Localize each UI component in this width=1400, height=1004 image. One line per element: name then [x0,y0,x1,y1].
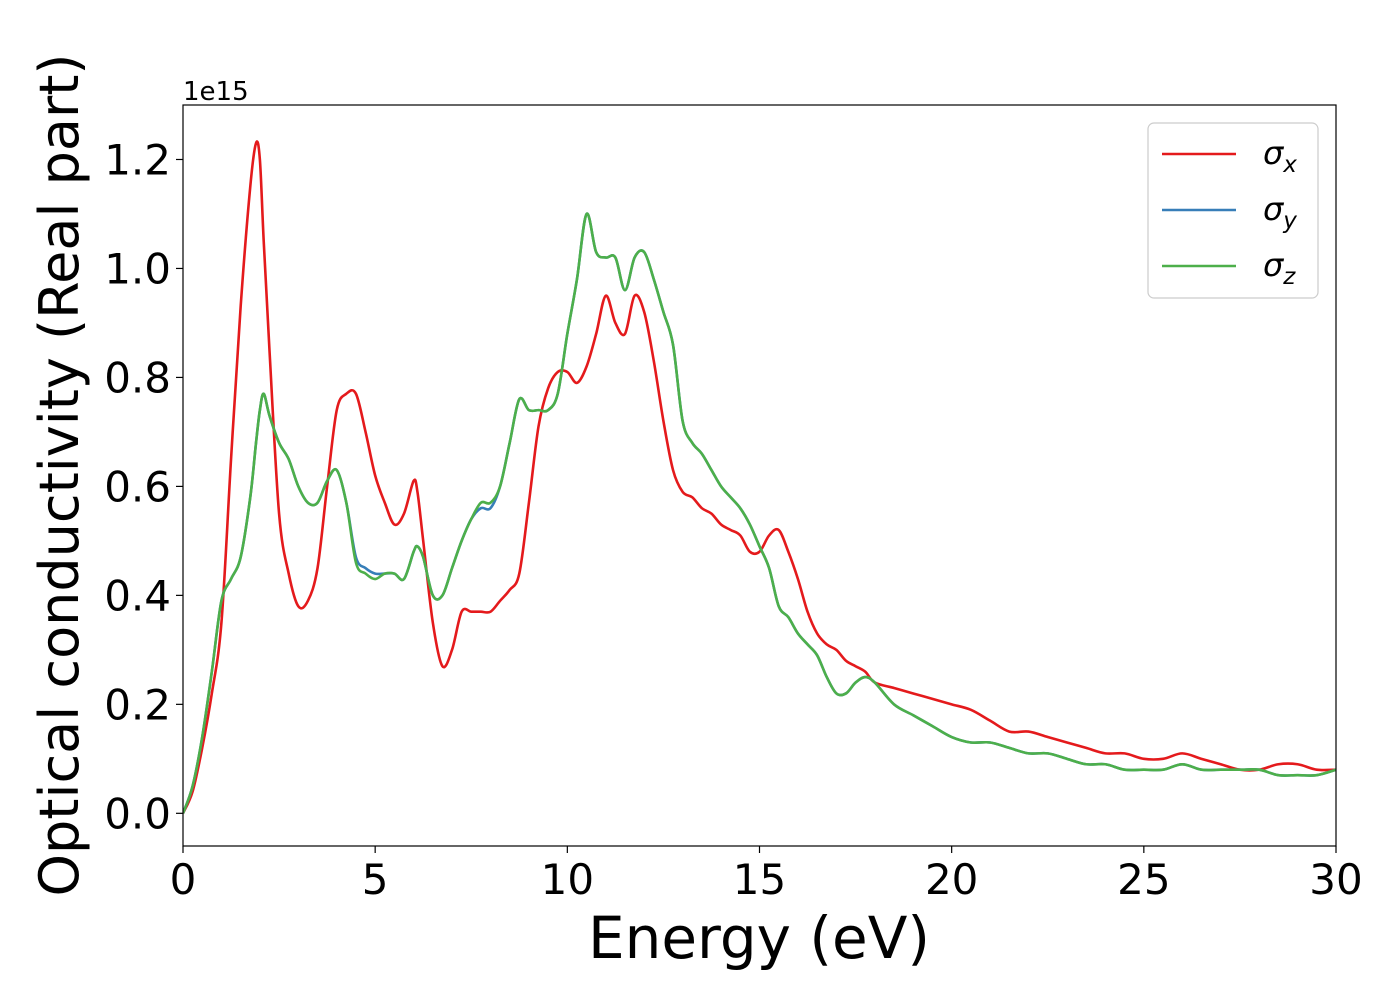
x-tick-label: 10 [541,855,594,904]
y-tick-label: 0.8 [104,353,171,402]
x-tick-label: 25 [1117,855,1170,904]
y-tick-label: 0.4 [104,571,171,620]
x-axis-label: Energy (eV) [588,904,930,972]
series-line-1 [183,140,1336,814]
legend-label-2: σy [1263,190,1297,234]
y-tick-label: 0.0 [104,789,171,838]
x-axis: 0 5 10 15 20 25 30 [170,846,1363,904]
x-tick-label: 20 [925,855,978,904]
y-axis: 0.0 0.2 0.4 0.6 0.8 1.0 1.2 [104,135,183,838]
legend-label-3: σz [1263,246,1296,290]
y-axis-offset-label: 1e15 [183,77,249,107]
x-tick-label: 15 [733,855,786,904]
y-tick-label: 1.2 [104,135,171,184]
legend: σx σy σz [1147,122,1319,299]
y-tick-label: 1.0 [104,244,171,293]
legend-label-1: σx [1263,134,1297,178]
series-line-2 [183,212,1336,814]
y-axis-label: Optical conductivity (Real part) [28,54,91,897]
y-tick-label: 0.2 [104,680,171,729]
x-tick-label: 5 [362,855,389,904]
y-tick-label: 0.6 [104,462,171,511]
legend-items: σx σy σz [1162,134,1297,290]
series-line-3 [183,212,1336,814]
series-layer [183,140,1336,814]
x-tick-label: 0 [170,855,197,904]
x-tick-label: 30 [1309,855,1362,904]
